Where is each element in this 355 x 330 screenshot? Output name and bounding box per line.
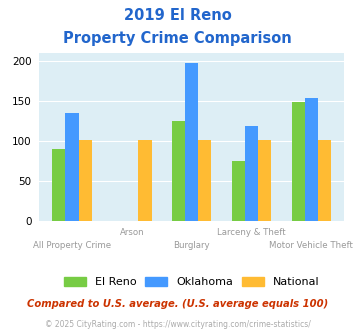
Bar <box>65 113 78 221</box>
Text: 2019 El Reno: 2019 El Reno <box>124 8 231 23</box>
Bar <box>258 140 271 221</box>
Bar <box>305 98 318 221</box>
Bar <box>185 63 198 221</box>
Text: Motor Vehicle Theft: Motor Vehicle Theft <box>269 241 353 250</box>
Bar <box>172 121 185 221</box>
Bar <box>245 126 258 221</box>
Bar <box>78 140 92 221</box>
Text: All Property Crime: All Property Crime <box>33 241 111 250</box>
Bar <box>52 149 65 221</box>
Bar <box>198 140 212 221</box>
Text: Burglary: Burglary <box>173 241 210 250</box>
Bar <box>138 140 152 221</box>
Text: © 2025 CityRating.com - https://www.cityrating.com/crime-statistics/: © 2025 CityRating.com - https://www.city… <box>45 320 310 329</box>
Bar <box>318 140 331 221</box>
Text: Compared to U.S. average. (U.S. average equals 100): Compared to U.S. average. (U.S. average … <box>27 299 328 309</box>
Text: Arson: Arson <box>120 228 144 237</box>
Bar <box>292 103 305 221</box>
Text: Larceny & Theft: Larceny & Theft <box>217 228 286 237</box>
Text: Property Crime Comparison: Property Crime Comparison <box>63 31 292 46</box>
Legend: El Reno, Oklahoma, National: El Reno, Oklahoma, National <box>59 272 324 292</box>
Bar <box>232 161 245 221</box>
